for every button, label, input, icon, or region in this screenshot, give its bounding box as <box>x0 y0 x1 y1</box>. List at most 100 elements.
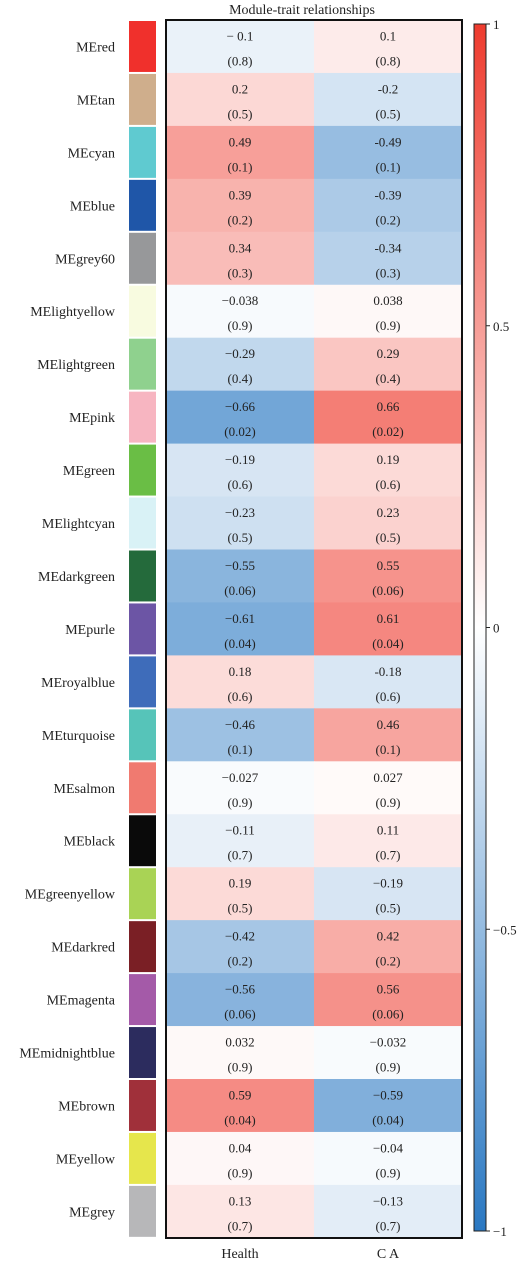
heatmap-cell <box>314 231 461 286</box>
cell-correlation: 0.038 <box>373 293 402 308</box>
cell-correlation: −0.56 <box>225 982 256 997</box>
cell-pvalue: (0.3) <box>228 265 253 280</box>
cell-pvalue: (0.9) <box>376 318 401 333</box>
cell-correlation: 0.42 <box>377 929 400 944</box>
cell-pvalue: (0.04) <box>224 636 255 651</box>
cell-pvalue: (0.6) <box>376 689 401 704</box>
cell-correlation: 0.1 <box>380 28 396 43</box>
cell-pvalue: (0.2) <box>228 212 253 227</box>
heatmap-cell <box>314 1079 461 1133</box>
column-label: C A <box>377 1247 400 1262</box>
cell-correlation: 0.34 <box>229 240 252 255</box>
cell-correlation: − 0.1 <box>227 28 254 43</box>
cell-correlation: −0.19 <box>225 452 255 467</box>
row-label: MEroyalblue <box>41 676 115 691</box>
cell-correlation: 0.19 <box>229 876 252 891</box>
column-label: Health <box>221 1247 258 1262</box>
cell-correlation: 0.56 <box>377 982 400 997</box>
cell-pvalue: (0.06) <box>224 1007 255 1022</box>
colorbar-tick-label: −1 <box>493 1224 507 1239</box>
cell-correlation: -0.18 <box>374 664 401 679</box>
module-swatch <box>129 444 156 496</box>
cell-pvalue: (0.1) <box>228 742 253 757</box>
cell-correlation: 0.19 <box>377 452 400 467</box>
cell-pvalue: (0.9) <box>376 795 401 810</box>
cell-pvalue: (0.2) <box>376 212 401 227</box>
cell-pvalue: (0.5) <box>228 530 253 545</box>
cell-pvalue: (0.04) <box>372 1112 403 1127</box>
cell-pvalue: (0.02) <box>224 424 255 439</box>
heatmap-cell <box>167 178 315 233</box>
module-swatch <box>129 73 156 125</box>
heatmap-cell <box>314 761 461 815</box>
cell-correlation: −0.46 <box>225 717 256 732</box>
cell-pvalue: (0.9) <box>228 318 253 333</box>
heatmap-cell <box>167 496 315 550</box>
cell-pvalue: (0.8) <box>376 53 401 68</box>
heatmap-cell <box>314 390 461 445</box>
cell-correlation: −0.032 <box>370 1035 407 1050</box>
cell-pvalue: (0.7) <box>228 848 253 863</box>
cell-correlation: 0.13 <box>229 1193 252 1208</box>
cell-texts: − 0.1 (0.8) 0.1 (0.8) 0.2 (0.5) -0.2 (0.5) 0.49 (… <box>222 28 407 1233</box>
row-label: MEturquoise <box>42 729 115 744</box>
colorbar-tick-label: 1 <box>493 17 500 32</box>
cell-correlation: −0.23 <box>225 505 255 520</box>
cell-correlation: 0.2 <box>232 81 248 96</box>
cell-pvalue: (0.6) <box>376 477 401 492</box>
heatmap-cell <box>167 761 315 815</box>
cell-pvalue: (0.06) <box>224 583 255 598</box>
row-label: MEcyan <box>68 146 115 161</box>
cell-correlation: −0.11 <box>225 823 255 838</box>
cell-correlation: 0.61 <box>377 611 400 626</box>
module-swatch <box>129 285 156 337</box>
cell-correlation: 0.18 <box>229 664 252 679</box>
cell-pvalue: (0.7) <box>376 1218 401 1233</box>
row-labels: MEred MEtan MEcyan MEblue MEgrey60 MElightyel… <box>19 40 116 1220</box>
cell-correlation: −0.04 <box>373 1140 404 1155</box>
heatmap-cell <box>167 920 315 974</box>
module-swatch <box>129 815 156 867</box>
cell-correlation: -0.2 <box>378 81 399 96</box>
heatmap-cell <box>167 72 315 127</box>
row-label: MEpurle <box>65 623 115 638</box>
heatmap-cell <box>167 655 315 709</box>
module-swatch <box>129 391 156 443</box>
row-label: MEgrey <box>69 1205 115 1220</box>
cell-correlation: 0.04 <box>229 1140 252 1155</box>
cell-pvalue: (0.4) <box>228 371 253 386</box>
heatmap-cell <box>167 549 315 603</box>
module-swatch <box>129 974 156 1026</box>
heatmap-cell <box>314 655 461 709</box>
heatmap-cell <box>314 1184 461 1239</box>
cell-pvalue: (0.1) <box>228 159 253 174</box>
cell-pvalue: (0.5) <box>376 106 401 121</box>
heatmap-cell <box>314 920 461 974</box>
heatmap-cell <box>167 602 315 656</box>
cell-pvalue: (0.5) <box>376 901 401 916</box>
cell-pvalue: (0.06) <box>372 583 403 598</box>
heatmap-cell <box>314 1026 461 1080</box>
module-swatch <box>129 762 156 814</box>
heatmap-cell <box>167 1079 315 1133</box>
cell-pvalue: (0.3) <box>376 265 401 280</box>
module-swatch <box>129 603 156 655</box>
cell-correlation: −0.027 <box>222 770 259 785</box>
row-label: MEred <box>76 40 115 55</box>
colorbar-tick-label: 0.5 <box>493 319 509 334</box>
cell-correlation: 0.59 <box>229 1087 252 1102</box>
cell-correlation: −0.19 <box>373 876 403 891</box>
module-swatch <box>129 868 156 920</box>
heatmap-cell <box>314 496 461 550</box>
cell-pvalue: (0.9) <box>228 795 253 810</box>
row-label: MElightgreen <box>37 358 115 373</box>
row-label: MEtan <box>77 93 115 108</box>
cell-correlation: −0.61 <box>225 611 255 626</box>
cell-pvalue: (0.02) <box>372 424 403 439</box>
heatmap-cell <box>314 125 461 180</box>
heatmap-cell <box>167 284 315 339</box>
cell-correlation: 0.39 <box>229 187 252 202</box>
heatmap-cell <box>167 443 315 498</box>
row-label: MEblue <box>70 199 115 214</box>
